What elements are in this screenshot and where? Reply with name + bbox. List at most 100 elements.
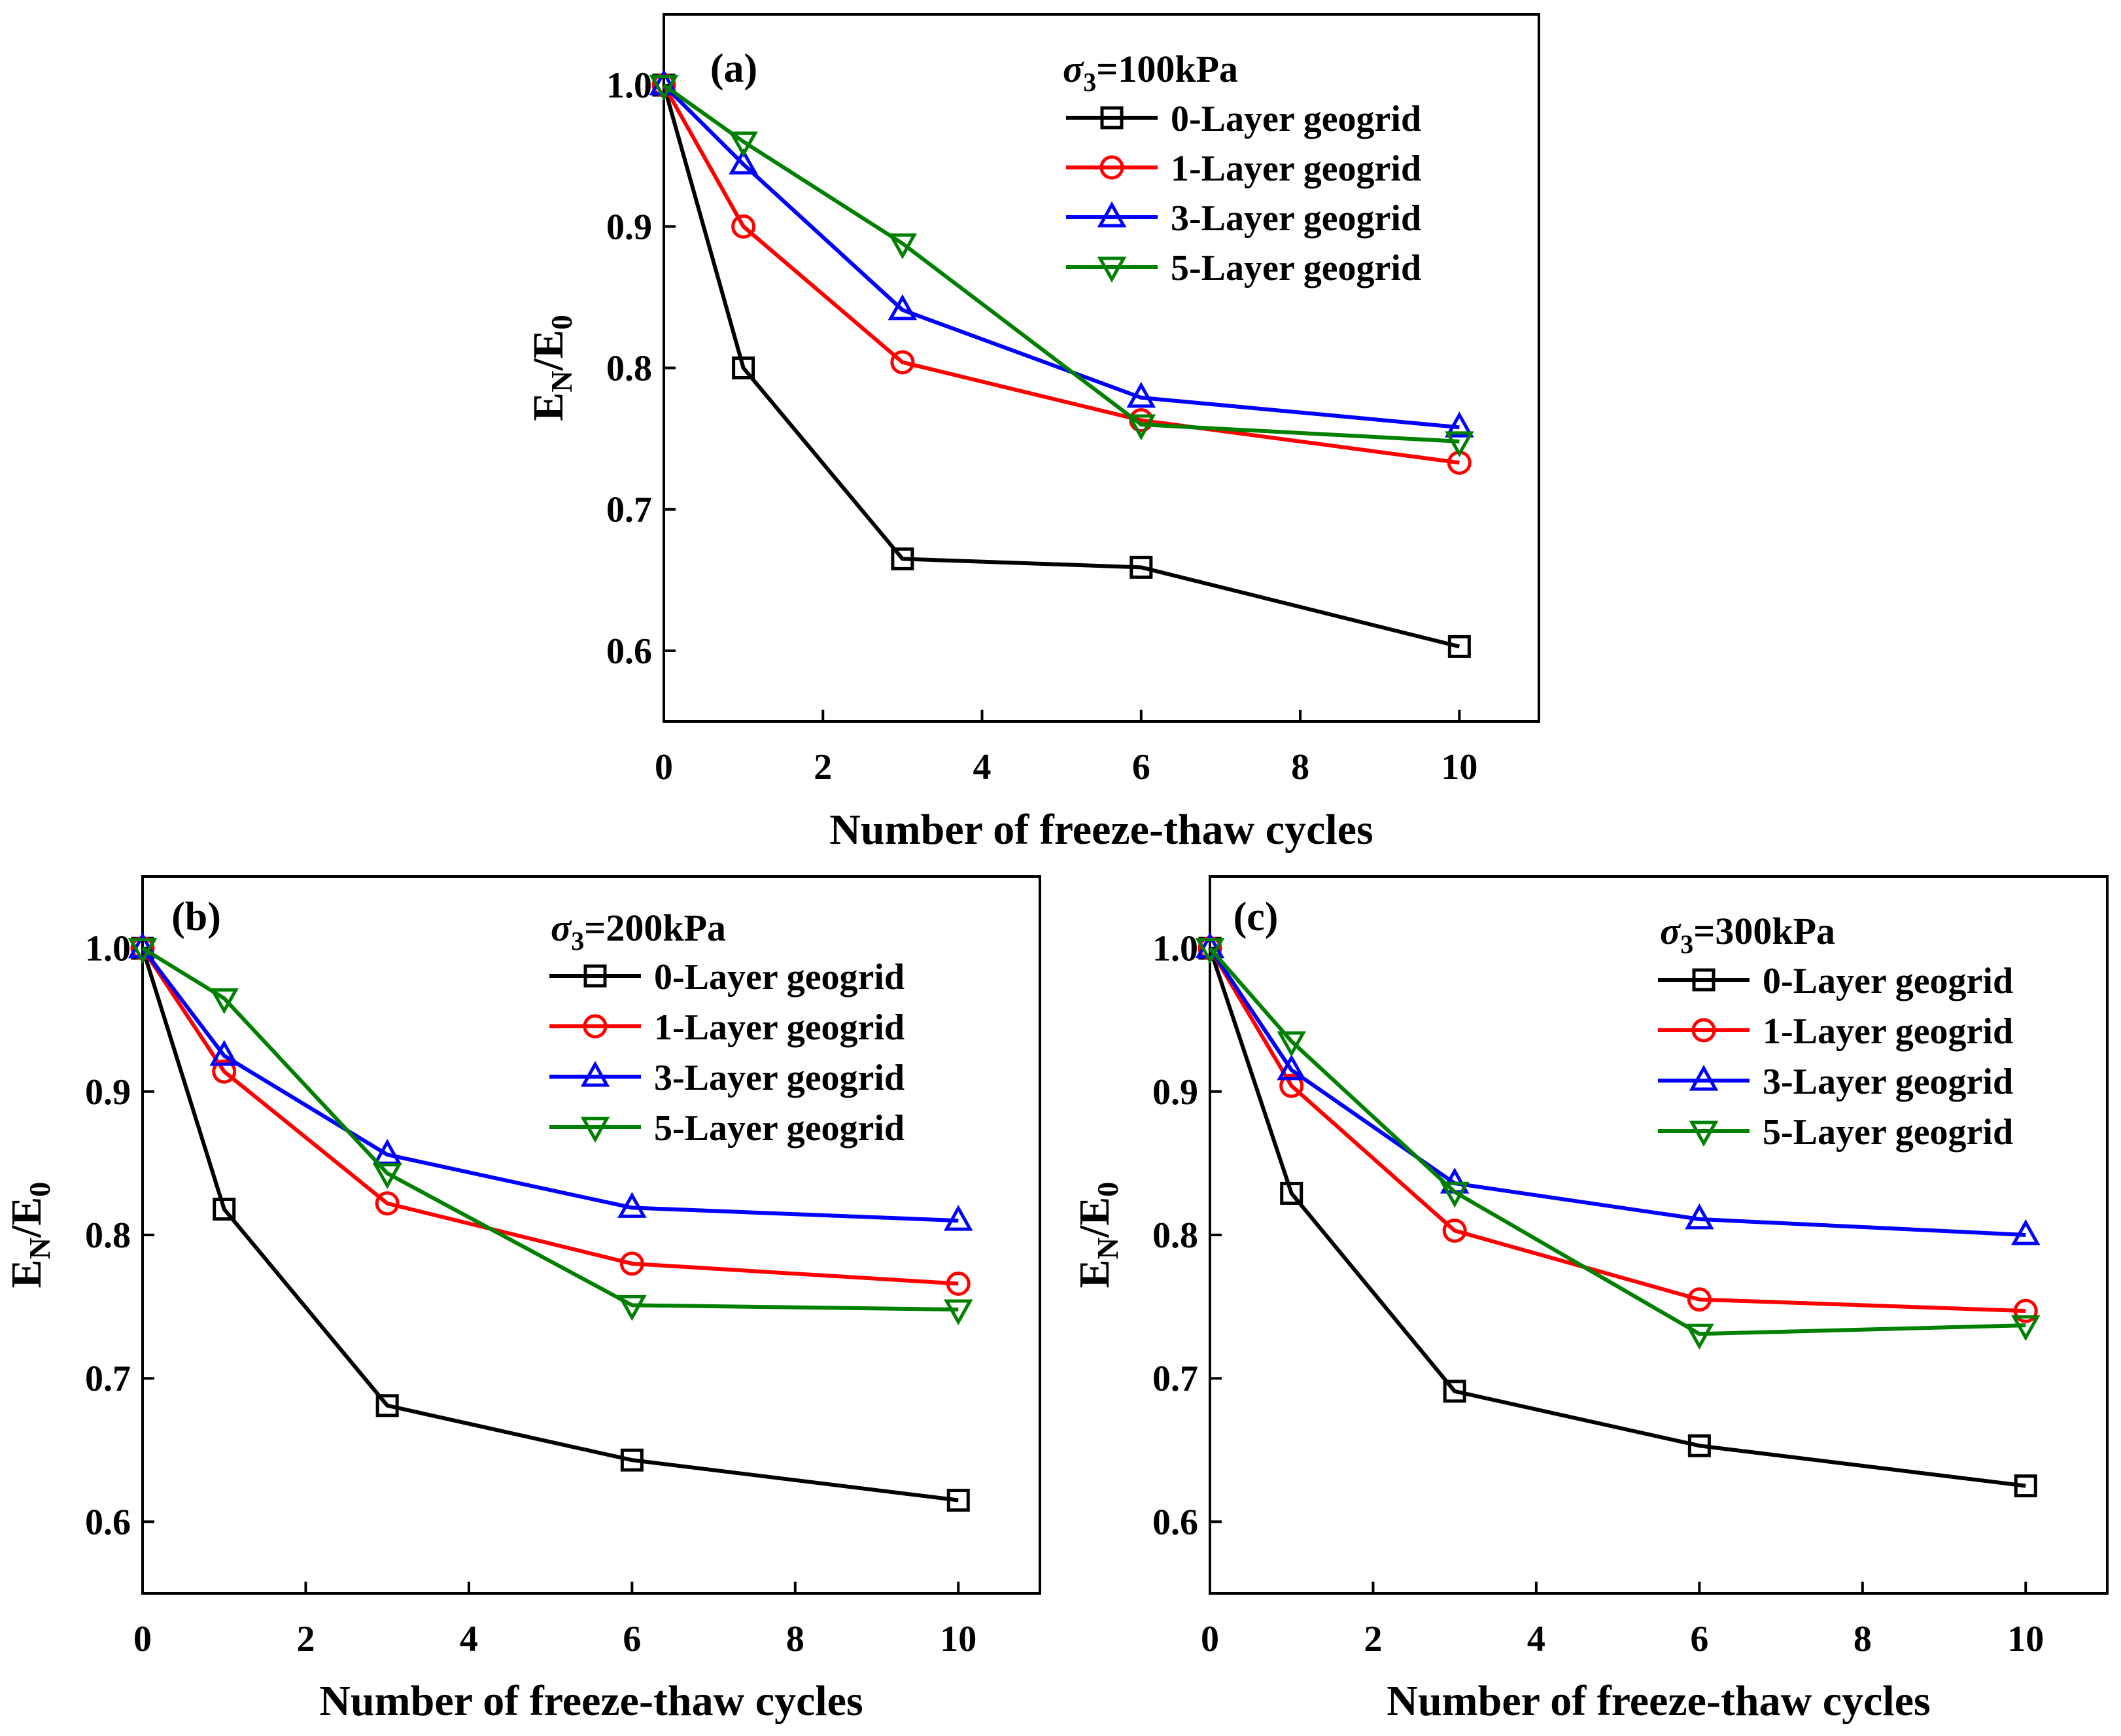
legend-entry: 3-Layer geogrid <box>549 1058 905 1098</box>
data-point <box>888 233 918 260</box>
y-tick-label: 0.6 <box>606 631 652 672</box>
data-point <box>891 547 914 570</box>
condition-label: σ3=100kPa <box>1063 48 1238 97</box>
data-point <box>128 938 158 964</box>
legend-marker <box>580 1060 610 1087</box>
y-tick-label: 0.8 <box>606 349 652 389</box>
data-point <box>943 1204 973 1231</box>
y-tick-label: 0.9 <box>85 1072 131 1113</box>
x-tick-label: 2 <box>814 747 832 788</box>
data-point <box>2013 1298 2038 1323</box>
x-tick-label: 8 <box>786 1619 804 1659</box>
legend-entry: 0-Layer geogrid <box>549 957 905 998</box>
y-tick-label: 0.8 <box>1152 1215 1198 1256</box>
data-point <box>1126 414 1156 441</box>
data-point <box>1279 1073 1304 1098</box>
data-point <box>619 1251 644 1276</box>
series-line <box>1208 947 2026 1488</box>
data-point <box>1440 1181 1470 1208</box>
y-axis-title: EN/E0 <box>525 315 578 421</box>
data-point <box>375 1394 399 1417</box>
panel-label: (b) <box>171 895 221 939</box>
x-tick-label: 10 <box>1441 747 1477 788</box>
legend-marker <box>580 1117 610 1143</box>
data-point <box>1277 1054 1307 1081</box>
legend-label: 0-Layer geogrid <box>1171 99 1421 139</box>
legend-marker <box>1097 201 1127 228</box>
data-point <box>732 356 755 379</box>
data-point <box>1126 381 1156 408</box>
data-point <box>212 1059 237 1084</box>
data-point <box>1685 1203 1714 1230</box>
data-point <box>943 1299 973 1326</box>
x-tick-label: 8 <box>1854 1619 1872 1659</box>
x-axis-title: Number of freeze-thaw cycles <box>1387 1677 1930 1725</box>
series-line <box>1208 947 2026 1313</box>
legend-label: 3-Layer geogrid <box>1171 198 1421 239</box>
x-tick-label: 2 <box>296 1619 315 1659</box>
series-line <box>141 947 959 1502</box>
y-axis-title: EN/E0 <box>3 1182 56 1289</box>
legend-marker <box>1099 155 1124 180</box>
data-point <box>617 1192 647 1218</box>
legend-marker <box>1689 1064 1719 1091</box>
legend-entry: 5-Layer geogrid <box>549 1108 905 1149</box>
data-point <box>649 75 679 101</box>
x-tick-label: 6 <box>1690 1619 1708 1659</box>
legend-label: 0-Layer geogrid <box>1763 961 2013 1001</box>
plot-frame <box>141 875 1041 1595</box>
legend-entry: 1-Layer geogrid <box>549 1007 905 1048</box>
legend-marker <box>1100 106 1124 130</box>
series-line <box>663 83 1460 443</box>
y-tick-label: 1.0 <box>1152 929 1198 969</box>
legend-entry: 5-Layer geogrid <box>1658 1112 2013 1153</box>
y-tick-label: 0.6 <box>85 1502 131 1542</box>
series-line <box>141 946 959 1286</box>
condition-label: σ3=300kPa <box>1660 910 1835 959</box>
data-point <box>888 294 918 321</box>
series-line <box>1208 946 2026 1336</box>
legend-entry: 1-Layer geogrid <box>1066 148 1421 189</box>
legend: 0-Layer geogrid 1-Layer geogrid 3-Layer ge… <box>1658 961 2013 1153</box>
y-tick-label: 0.7 <box>1152 1359 1198 1399</box>
data-point <box>1277 1031 1307 1058</box>
data-point <box>1129 555 1153 579</box>
legend-label: 5-Layer geogrid <box>1763 1112 2013 1153</box>
data-point <box>731 214 756 239</box>
y-tick-label: 0.6 <box>1152 1502 1198 1542</box>
data-point <box>1445 411 1474 438</box>
data-point <box>1195 938 1225 964</box>
legend-label: 3-Layer geogrid <box>1763 1062 2013 1102</box>
y-tick-label: 1.0 <box>85 929 131 969</box>
data-point <box>620 1448 644 1472</box>
data-point <box>1443 1380 1466 1403</box>
legend-label: 3-Layer geogrid <box>654 1058 905 1098</box>
data-point <box>1195 932 1225 959</box>
series-line <box>141 946 959 1223</box>
data-point <box>128 932 158 959</box>
legend-entry: 1-Layer geogrid <box>1658 1011 2013 1052</box>
data-point <box>375 1191 400 1216</box>
x-axis-title: Number of freeze-thaw cycles <box>829 806 1373 854</box>
y-tick-label: 0.7 <box>606 490 652 530</box>
legend-marker <box>1689 1120 1719 1147</box>
chart-panel-a: 0 2 4 6 8 10 0.6 0.7 0.8 0.9 1.0 Number of freeze-t… <box>525 13 1540 854</box>
data-point <box>209 1039 239 1066</box>
y-tick-label: 1.0 <box>606 65 652 106</box>
legend-entry: 0-Layer geogrid <box>1066 99 1421 139</box>
data-point <box>1687 1287 1712 1312</box>
data-point <box>890 350 915 375</box>
y-axis-title: EN/E0 <box>1071 1182 1124 1289</box>
x-tick-label: 8 <box>1291 747 1309 788</box>
data-point <box>213 1198 236 1221</box>
x-tick-label: 6 <box>623 1619 641 1659</box>
data-point <box>946 1489 970 1512</box>
legend-label: 0-Layer geogrid <box>654 957 905 998</box>
data-point <box>729 131 758 158</box>
y-tick-label: 0.9 <box>606 207 652 247</box>
data-point <box>1687 1434 1711 1457</box>
series-5-layer-geogrid <box>649 75 1474 458</box>
legend-label: 5-Layer geogrid <box>1171 248 1421 288</box>
data-point <box>729 148 758 175</box>
